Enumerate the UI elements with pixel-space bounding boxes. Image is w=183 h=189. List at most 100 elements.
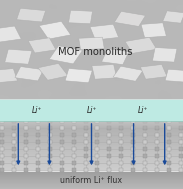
- Polygon shape: [90, 24, 119, 40]
- Bar: [24, 126, 28, 130]
- Bar: [0, 140, 183, 142]
- Bar: [0, 152, 183, 153]
- Bar: [107, 126, 111, 130]
- Text: MOF monoliths: MOF monoliths: [58, 47, 132, 57]
- Bar: [72, 154, 76, 158]
- Bar: [131, 147, 135, 151]
- Bar: [131, 154, 135, 158]
- Bar: [83, 126, 87, 130]
- Bar: [36, 126, 40, 130]
- Bar: [0, 162, 183, 163]
- Bar: [0, 129, 183, 130]
- Bar: [0, 176, 183, 177]
- Bar: [60, 133, 64, 137]
- Bar: [179, 154, 183, 158]
- Polygon shape: [163, 11, 183, 23]
- Bar: [60, 161, 64, 165]
- Bar: [107, 161, 111, 165]
- Bar: [0, 136, 183, 138]
- Bar: [24, 154, 28, 158]
- Bar: [24, 119, 28, 123]
- Bar: [131, 119, 135, 123]
- Bar: [0, 140, 4, 144]
- Bar: [0, 144, 183, 146]
- Bar: [179, 140, 183, 144]
- Bar: [0, 121, 183, 122]
- Bar: [167, 154, 171, 158]
- Bar: [0, 135, 183, 137]
- Bar: [83, 133, 87, 137]
- Bar: [167, 168, 171, 172]
- Bar: [96, 133, 100, 137]
- Bar: [0, 174, 183, 175]
- Bar: [0, 157, 183, 158]
- Bar: [0, 126, 4, 130]
- Bar: [0, 184, 183, 185]
- Bar: [0, 133, 183, 135]
- Bar: [179, 161, 183, 165]
- Bar: [119, 119, 123, 123]
- Bar: [119, 147, 123, 151]
- Bar: [60, 147, 64, 151]
- Bar: [143, 133, 147, 137]
- Bar: [60, 168, 64, 172]
- Bar: [119, 140, 123, 144]
- Bar: [119, 133, 123, 137]
- Bar: [72, 168, 76, 172]
- Bar: [167, 133, 171, 137]
- Bar: [0, 167, 183, 168]
- Bar: [24, 140, 28, 144]
- Polygon shape: [141, 23, 166, 38]
- Bar: [167, 140, 171, 144]
- Bar: [155, 126, 159, 130]
- Bar: [12, 126, 16, 130]
- Bar: [0, 173, 183, 174]
- Bar: [0, 179, 183, 180]
- Polygon shape: [152, 47, 177, 62]
- Bar: [0, 161, 183, 162]
- Bar: [143, 140, 147, 144]
- Bar: [0, 139, 183, 141]
- Polygon shape: [28, 38, 56, 53]
- Bar: [96, 161, 100, 165]
- Bar: [24, 161, 28, 165]
- Bar: [0, 168, 4, 172]
- Bar: [36, 119, 40, 123]
- Bar: [48, 147, 52, 151]
- Bar: [0, 177, 183, 178]
- Bar: [36, 154, 40, 158]
- Bar: [24, 168, 28, 172]
- Polygon shape: [49, 46, 83, 64]
- Bar: [179, 168, 183, 172]
- Bar: [0, 163, 183, 164]
- Bar: [0, 175, 183, 176]
- Bar: [0, 186, 183, 187]
- Bar: [131, 161, 135, 165]
- Polygon shape: [125, 37, 157, 53]
- Bar: [48, 168, 52, 172]
- Bar: [131, 140, 135, 144]
- Bar: [24, 133, 28, 137]
- Bar: [131, 126, 135, 130]
- Bar: [96, 154, 100, 158]
- Bar: [96, 147, 100, 151]
- Bar: [83, 154, 87, 158]
- Bar: [179, 126, 183, 130]
- Bar: [0, 119, 4, 123]
- Bar: [0, 187, 183, 188]
- Bar: [0, 134, 183, 136]
- Bar: [0, 99, 183, 121]
- Bar: [143, 119, 147, 123]
- Polygon shape: [5, 49, 32, 64]
- Polygon shape: [0, 26, 21, 42]
- Bar: [107, 154, 111, 158]
- Bar: [48, 119, 52, 123]
- Bar: [96, 168, 100, 172]
- Bar: [48, 126, 52, 130]
- Text: Li⁺: Li⁺: [31, 106, 42, 115]
- Bar: [0, 169, 183, 170]
- Bar: [155, 133, 159, 137]
- Bar: [0, 133, 4, 137]
- Bar: [0, 180, 183, 181]
- Bar: [0, 185, 183, 186]
